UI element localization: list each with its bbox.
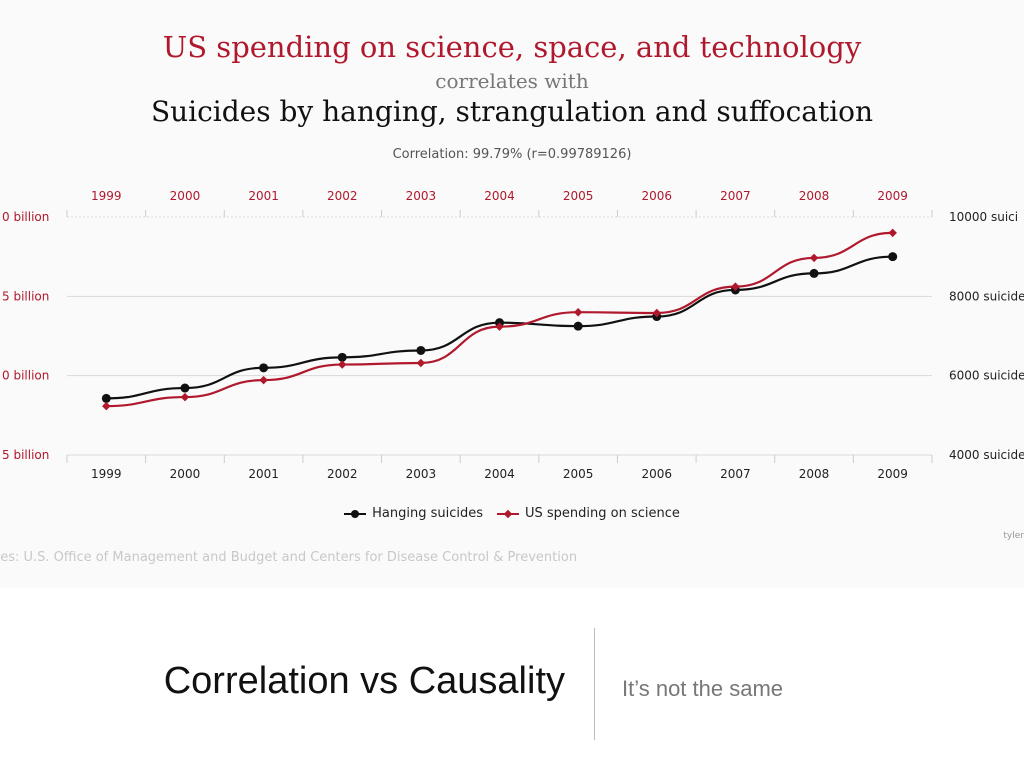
chart-title-suicides: Suicides by hanging, strangulation and s… <box>150 95 874 128</box>
legend-item-suicides[interactable]: Hanging suicides <box>344 506 483 521</box>
data-point-us-spending <box>888 228 897 238</box>
top-x-tick-label: 2009 <box>877 189 908 203</box>
right-y-tick-label: 10000 suici <box>949 210 1018 224</box>
slide-heading: Correlation vs Causality <box>163 660 565 702</box>
left-y-tick-label: 5 billion <box>2 289 49 303</box>
top-x-tick-label: 2004 <box>484 189 515 203</box>
legend-marker-suicides <box>344 509 367 518</box>
data-point-us-spending <box>180 392 190 402</box>
bottom-x-tick-label: 2005 <box>563 467 594 481</box>
top-x-tick-label: 1999 <box>91 189 122 203</box>
bottom-x-tick-label: 2002 <box>327 467 358 481</box>
top-x-tick-label: 2008 <box>799 189 830 203</box>
data-point-hanging-suicides <box>337 352 347 362</box>
chart-title-spending: US spending on science, space, and techn… <box>162 30 862 64</box>
bottom-x-tick-label: 2006 <box>641 467 672 481</box>
correlation-label: Correlation: 99.79% (r=0.99789126) <box>392 147 632 162</box>
top-x-tick-label: 2006 <box>641 189 672 203</box>
data-point-us-spending <box>259 375 268 385</box>
left-y-tick-label: 0 billion <box>2 369 49 383</box>
left-y-tick-label: 5 billion <box>2 448 49 462</box>
right-y-tick-label: 8000 suicide <box>949 289 1024 303</box>
legend-label-spending: US spending on science <box>524 506 680 521</box>
data-point-us-spending <box>731 282 740 291</box>
data-point-us-spending <box>102 401 111 411</box>
top-x-tick-label: 2007 <box>720 189 751 203</box>
data-point-us-spending <box>416 358 426 368</box>
slide-subheading: It’s not the same <box>622 676 784 701</box>
slide-divider <box>594 628 595 740</box>
data-point-hanging-suicides <box>416 345 426 355</box>
chart-panel <box>0 0 1024 588</box>
data-point-us-spending <box>652 308 662 318</box>
right-y-tick-label: 6000 suicide <box>949 369 1024 383</box>
data-point-hanging-suicides <box>259 363 269 373</box>
chart-title-connector: correlates with <box>435 69 589 93</box>
chart-legend: Hanging suicides US spending on science <box>0 506 1024 521</box>
bottom-x-tick-label: 2007 <box>720 467 751 481</box>
legend-marker-spending <box>496 509 519 518</box>
legend-label-suicides: Hanging suicides <box>372 506 483 521</box>
data-point-hanging-suicides <box>101 393 111 403</box>
data-point-hanging-suicides <box>888 252 898 262</box>
bottom-x-tick-label: 1999 <box>91 467 122 481</box>
credit-label: tyler <box>1003 531 1024 541</box>
top-x-tick-label: 2000 <box>170 189 201 203</box>
data-point-us-spending <box>573 307 583 317</box>
data-point-us-spending <box>809 253 819 263</box>
bottom-x-tick-label: 2001 <box>248 467 279 481</box>
top-x-tick-label: 2005 <box>563 189 594 203</box>
bottom-x-tick-label: 2000 <box>170 467 201 481</box>
bottom-x-tick-label: 2004 <box>484 467 515 481</box>
data-point-hanging-suicides <box>573 321 583 331</box>
data-point-hanging-suicides <box>180 383 190 393</box>
legend-item-spending[interactable]: US spending on science <box>496 506 680 521</box>
bottom-x-tick-label: 2003 <box>406 467 437 481</box>
top-x-tick-label: 2001 <box>248 189 279 203</box>
right-y-tick-label: 4000 suicide <box>949 448 1024 462</box>
data-point-us-spending <box>495 322 504 331</box>
top-x-tick-label: 2003 <box>406 189 437 203</box>
top-x-tick-label: 2002 <box>327 189 358 203</box>
left-y-tick-label: 0 billion <box>2 210 49 224</box>
bottom-x-tick-label: 2009 <box>877 467 908 481</box>
bottom-x-tick-label: 2008 <box>799 467 830 481</box>
sources-note: rces: U.S. Office of Management and Budg… <box>0 550 578 565</box>
data-point-us-spending <box>337 360 347 369</box>
data-point-hanging-suicides <box>809 268 819 278</box>
